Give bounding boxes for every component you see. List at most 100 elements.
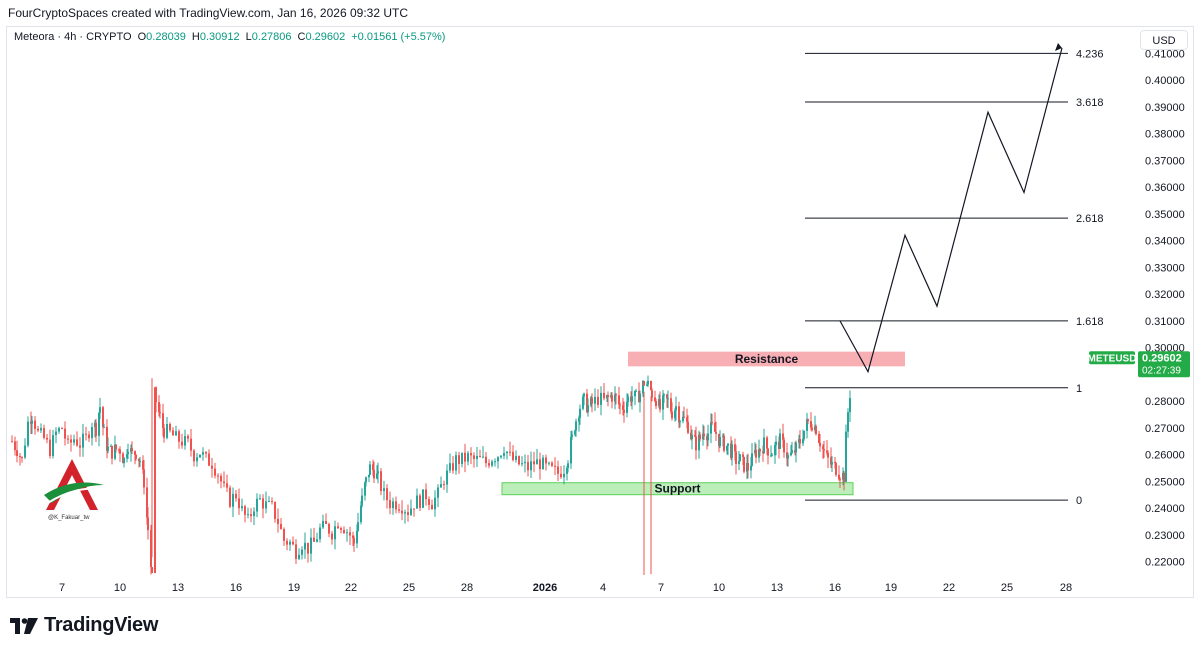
candle (545, 457, 547, 464)
candle (166, 424, 168, 438)
price-tick-label: 0.39000 (1145, 102, 1185, 114)
candle (674, 410, 676, 419)
candle (114, 444, 116, 459)
time-tick-label: 22 (345, 582, 357, 594)
candle (542, 457, 544, 470)
candle (271, 500, 273, 502)
candle (428, 499, 430, 505)
candle (27, 421, 29, 446)
candle (49, 439, 51, 457)
candle (497, 457, 499, 462)
candle (735, 451, 737, 464)
candle (154, 387, 156, 574)
time-tick-label: 16 (230, 582, 242, 594)
close-label: C (297, 31, 306, 43)
candle (134, 451, 136, 455)
candle (178, 431, 180, 442)
candle (190, 438, 192, 451)
candle (253, 511, 255, 517)
time-tick-label: 10 (713, 582, 725, 594)
candle (150, 530, 152, 567)
candle (464, 452, 466, 462)
candle (434, 497, 436, 510)
candle (37, 428, 39, 431)
candle (823, 449, 825, 451)
candle (419, 495, 421, 508)
low-value: 0.27806 (251, 31, 292, 43)
candle (488, 463, 490, 466)
fib-label: 4.236 (1076, 48, 1104, 60)
candle (111, 445, 113, 459)
fib-label: 2.618 (1076, 213, 1104, 225)
candle (458, 455, 460, 464)
candle (831, 462, 833, 465)
currency-button[interactable]: USD (1140, 30, 1188, 50)
candle (806, 419, 808, 431)
candle (518, 456, 520, 465)
candle (723, 435, 725, 451)
candle (220, 475, 222, 482)
symbol-name[interactable]: Meteora · 4h · CRYPTO (14, 31, 132, 43)
price-tick-label: 0.35000 (1145, 209, 1185, 221)
candle (530, 461, 532, 471)
candle (159, 412, 161, 414)
candle (747, 462, 749, 471)
candle (85, 433, 87, 435)
zone-label: Resistance (735, 352, 799, 366)
price-tick-label: 0.37000 (1145, 155, 1185, 167)
time-tick-label: 22 (943, 582, 955, 594)
candle (235, 493, 237, 499)
candle (594, 396, 596, 404)
projection-layer (839, 43, 1063, 374)
candle (119, 449, 121, 454)
candle (623, 409, 625, 413)
candle (655, 401, 657, 407)
candle (763, 437, 765, 454)
candle (356, 530, 358, 544)
candle (574, 430, 576, 435)
candle (283, 529, 285, 541)
candle (703, 433, 705, 437)
candle (603, 392, 605, 399)
candle (16, 450, 18, 457)
fib-levels-layer: 4.236 3.618 2.618 1.618 1 0 (805, 48, 1104, 507)
candle (678, 406, 680, 423)
price-tick-label: 0.22000 (1145, 557, 1185, 569)
candle (686, 417, 688, 422)
price-tick-label: 0.25000 (1145, 476, 1185, 488)
candle (360, 505, 362, 523)
candle (352, 535, 354, 539)
candle (727, 443, 729, 446)
candle (766, 437, 768, 449)
candle (58, 428, 60, 432)
candle (467, 453, 469, 462)
time-tick-label: 16 (829, 582, 841, 594)
candle (683, 416, 685, 418)
candle (274, 501, 276, 519)
candle (651, 390, 653, 398)
candle (554, 465, 556, 467)
candle (485, 456, 487, 464)
price-tick-label: 0.36000 (1145, 182, 1185, 194)
candle (199, 454, 201, 458)
candle (452, 463, 454, 471)
candle (807, 419, 809, 422)
candle (422, 489, 424, 508)
time-tick-label: 19 (288, 582, 300, 594)
candle (73, 439, 75, 443)
candle (819, 442, 821, 447)
candle (223, 481, 225, 484)
zone-resistance (628, 351, 905, 367)
candle (560, 473, 562, 478)
candle (31, 420, 33, 424)
candle (380, 471, 382, 492)
candle (631, 396, 633, 402)
candle (654, 397, 656, 402)
candle (304, 542, 306, 550)
candle (147, 517, 149, 531)
close-value: 0.29602 (305, 31, 346, 43)
candle (250, 514, 252, 517)
candle (473, 455, 475, 459)
candle (259, 498, 261, 500)
